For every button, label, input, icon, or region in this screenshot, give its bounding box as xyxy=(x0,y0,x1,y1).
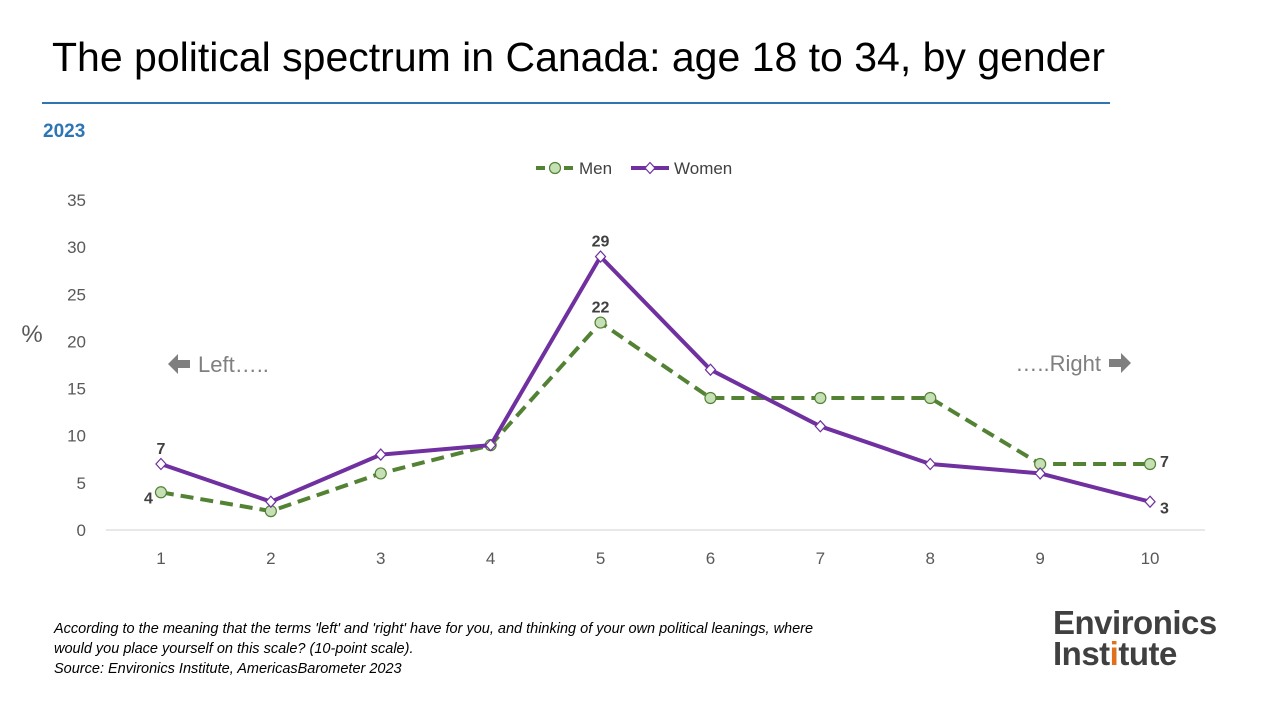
x-tick-label: 8 xyxy=(926,549,935,568)
women-marker xyxy=(924,457,937,471)
y-tick-label: 25 xyxy=(67,285,86,304)
men-marker xyxy=(1143,457,1157,471)
women-series xyxy=(155,250,1156,509)
footnote-source: Source: Environics Institute, AmericasBa… xyxy=(54,661,402,677)
chart-subtitle: 2023 xyxy=(43,121,86,142)
data-label-women: 29 xyxy=(592,234,610,251)
women-marker xyxy=(644,161,656,175)
x-tick-label: 9 xyxy=(1035,549,1044,568)
chart-series xyxy=(154,250,1157,518)
y-tick-label: 35 xyxy=(67,191,86,210)
men-marker xyxy=(924,391,937,405)
women-marker xyxy=(484,438,497,452)
left-annotation: Left….. xyxy=(198,352,269,377)
women-marker xyxy=(594,250,607,263)
data-label-men: 22 xyxy=(592,300,610,317)
legend-label-women: Women xyxy=(674,159,732,178)
chart-legend: Men Women xyxy=(536,159,732,178)
x-tick-label: 6 xyxy=(706,549,715,568)
men-marker xyxy=(704,391,717,405)
men-line xyxy=(160,320,1150,514)
line-chart: 0 5 10 15 20 25 30 35 1 2 3 4 5 6 7 8 9 10% Left….. …..Rig… xyxy=(21,159,1205,568)
men-marker xyxy=(374,467,387,480)
x-tick-label: 1 xyxy=(156,549,165,568)
men-marker xyxy=(814,391,827,405)
legend-label-men: Men xyxy=(579,159,612,178)
page-title: The political spectrum in Canada: age 18… xyxy=(52,34,1105,80)
chart-annotations: Left….. …..Right xyxy=(168,351,1131,377)
y-tick-label: 5 xyxy=(77,474,86,493)
data-label-women: 3 xyxy=(1160,501,1169,518)
data-label-men: 4 xyxy=(144,490,153,507)
women-marker xyxy=(374,448,387,461)
footnote-question-line-1: According to the meaning that the terms … xyxy=(54,621,814,637)
women-marker xyxy=(1144,495,1156,509)
y-tick-label: 20 xyxy=(67,332,86,351)
footnote: According to the meaning that the terms … xyxy=(54,619,954,679)
data-label-women: 7 xyxy=(156,441,165,458)
x-tick-label: 2 xyxy=(266,549,275,568)
chart-axes: 0 5 10 15 20 25 30 35 1 2 3 4 5 6 7 8 9 10% xyxy=(21,191,1205,568)
x-tick-label: 5 xyxy=(596,549,605,568)
men-marker xyxy=(548,161,562,175)
men-marker xyxy=(154,486,168,499)
y-tick-label: 15 xyxy=(67,380,86,399)
men-marker xyxy=(594,316,607,329)
x-tick-label: 7 xyxy=(816,549,825,568)
data-label-men: 7 xyxy=(1160,454,1169,471)
women-marker xyxy=(1034,467,1046,480)
y-axis-label: % xyxy=(21,321,42,348)
legend-item-women: Women xyxy=(631,159,732,178)
right-annotation: …..Right xyxy=(1015,351,1101,376)
women-marker xyxy=(265,495,277,509)
women-marker xyxy=(704,363,717,377)
y-tick-label: 10 xyxy=(67,427,86,446)
left-arrow-icon xyxy=(168,354,190,374)
logo-line-2: Institute xyxy=(1053,635,1177,672)
environics-institute-logo: Environics Institute xyxy=(1053,604,1217,672)
y-tick-label: 30 xyxy=(67,238,86,257)
legend-item-men: Men xyxy=(536,159,612,178)
footnote-question-line-2: would you place yourself on this scale? … xyxy=(54,641,414,657)
logo-line-1: Environics xyxy=(1053,604,1217,641)
chart-data-labels: 7 4 29 22 7 3 xyxy=(144,234,1169,518)
women-marker xyxy=(814,419,827,433)
x-tick-label: 3 xyxy=(376,549,385,568)
women-marker xyxy=(155,457,167,471)
x-tick-label: 4 xyxy=(486,549,495,568)
title-divider xyxy=(42,102,1110,104)
right-arrow-icon xyxy=(1109,353,1131,373)
women-line xyxy=(160,254,1151,504)
x-tick-label: 10 xyxy=(1141,549,1160,568)
y-tick-label: 0 xyxy=(77,521,86,540)
